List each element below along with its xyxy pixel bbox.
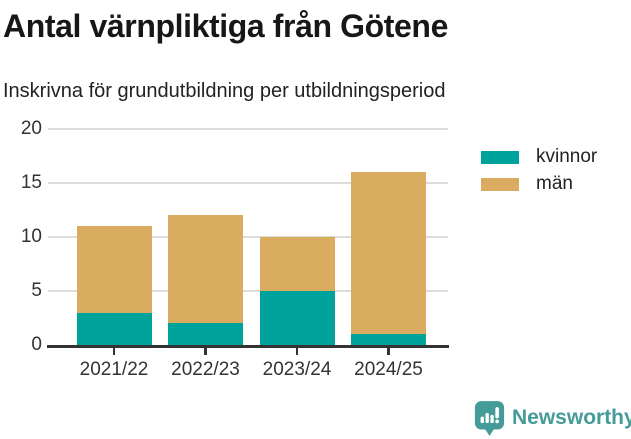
x-axis-tick-label: 2023/24 [262, 359, 332, 380]
y-axis-tick-label: 15 [20, 172, 42, 193]
bar-segment-kvinnor [259, 291, 335, 345]
bar-segment-kvinnor [76, 312, 152, 345]
chart-legend: kvinnor män [481, 146, 597, 200]
x-axis-tick [112, 348, 116, 355]
x-axis-tick [295, 348, 299, 355]
y-gridline [48, 290, 448, 292]
x-axis-tick-label: 2024/25 [354, 359, 423, 380]
x-axis-tick [204, 348, 207, 355]
bar-segment-män [351, 172, 426, 335]
chart-subtitle: Inskrivna för grundutbildning per utbild… [3, 80, 446, 102]
legend-swatch-icon [481, 150, 519, 164]
x-axis-line [47, 345, 449, 348]
bar-segment-män [168, 215, 243, 324]
page-title: Antal värnpliktiga från Götene [3, 8, 448, 44]
legend-swatch-icon [481, 177, 519, 191]
y-axis-tick-label: 0 [31, 334, 42, 355]
legend-label: kvinnor [536, 146, 598, 167]
legend-item-kvinnor: kvinnor [481, 146, 597, 168]
y-axis-tick-label: 5 [31, 280, 42, 301]
bar-segment-kvinnor [168, 323, 243, 345]
y-gridline [48, 182, 448, 184]
legend-label: män [536, 173, 573, 194]
x-axis-tick [387, 348, 390, 355]
brand-footer: Newsworthy [474, 399, 631, 437]
newsworthy-logo-icon [474, 400, 505, 436]
brand-name: Newsworthy [512, 406, 631, 429]
y-axis-tick-label: 20 [20, 118, 42, 139]
y-gridline [48, 128, 448, 130]
bar-segment-män [76, 226, 152, 313]
bar-segment-kvinnor [351, 334, 426, 345]
legend-item-män: män [481, 173, 597, 195]
bar-segment-män [259, 237, 335, 291]
x-axis-tick-label: 2021/22 [79, 359, 149, 380]
y-axis-tick-label: 10 [20, 226, 42, 247]
x-axis-tick-label: 2022/23 [171, 359, 240, 380]
y-gridline [48, 236, 448, 238]
